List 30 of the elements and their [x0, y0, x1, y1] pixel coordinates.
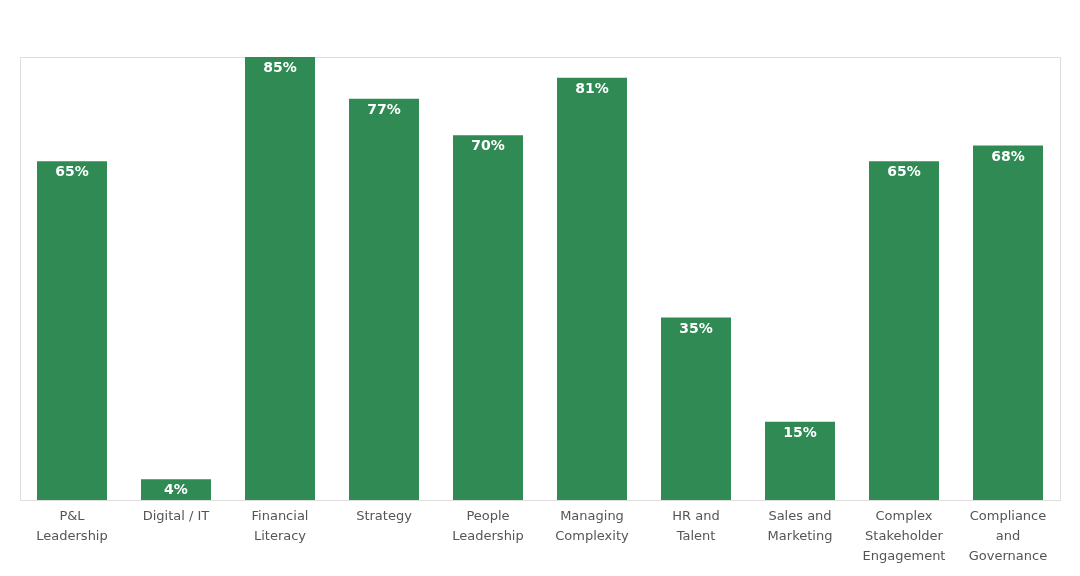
- data-label: 15%: [783, 423, 817, 440]
- data-label: 70%: [471, 137, 505, 154]
- bar: [349, 98, 419, 500]
- x-tick-label: Financial Literacy: [251, 508, 309, 543]
- bar: [661, 317, 731, 500]
- data-label: 85%: [263, 59, 297, 75]
- x-tick-label: Sales and Marketing: [767, 508, 833, 543]
- x-tick-label: Complex Stakeholder Engagement: [862, 508, 946, 563]
- bar: [765, 421, 835, 500]
- bar: [869, 161, 939, 500]
- data-label: 77%: [367, 100, 401, 117]
- x-tick-label: Managing Complexity: [555, 508, 630, 543]
- x-tick-label: Strategy: [356, 508, 413, 523]
- bar: [245, 57, 315, 500]
- bar: [557, 77, 627, 500]
- bar: [973, 145, 1043, 500]
- bar: [37, 161, 107, 500]
- data-label: 35%: [679, 319, 713, 336]
- data-label: 65%: [887, 163, 921, 180]
- x-tick-label: P&L Leadership: [36, 508, 108, 543]
- bar: [141, 479, 211, 500]
- x-tick-label: HR and Talent: [672, 508, 720, 543]
- data-label: 68%: [991, 147, 1025, 164]
- x-tick-label: People Leadership: [452, 508, 524, 543]
- x-tick-label: Digital / IT: [142, 508, 210, 523]
- data-label: 81%: [575, 79, 609, 96]
- data-label: 4%: [164, 481, 188, 498]
- bar: [453, 135, 523, 500]
- x-tick-label: Compliance and Governance: [968, 508, 1048, 563]
- data-label: 65%: [55, 163, 89, 180]
